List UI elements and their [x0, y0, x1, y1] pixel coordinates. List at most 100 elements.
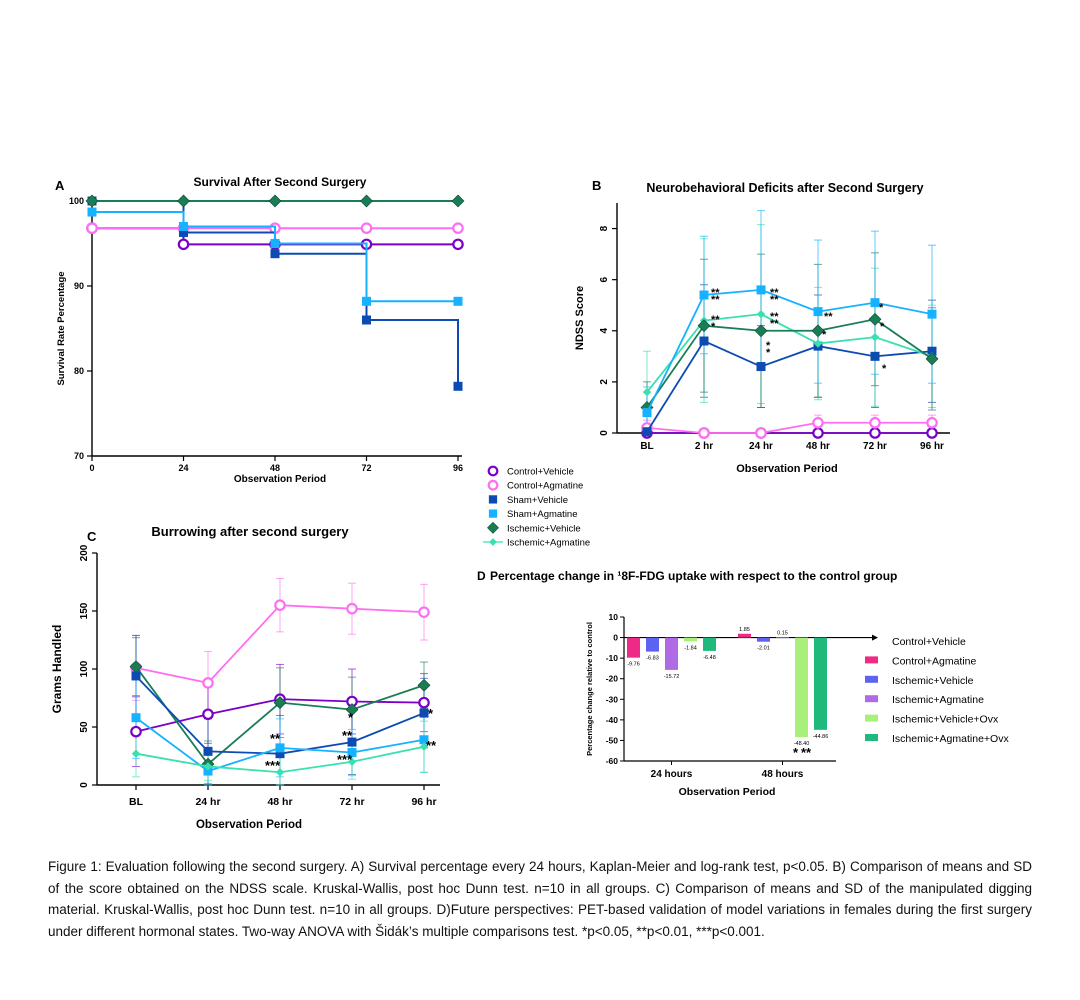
panel-a-x-tick-label: 96: [453, 463, 463, 473]
panel-c-y-tick-label: 50: [79, 721, 90, 733]
panel-c-point-sham-agmatine: [203, 766, 213, 776]
panel-d-y-tick-label: -60: [606, 756, 619, 766]
panel-b-point-ischemic-vehicle: [925, 352, 939, 366]
panel-c-point-sham-vehicle: [347, 737, 357, 747]
panel-d-legend-label-ischemic-vehicle-ovx: Ischemic+Vehicle+Ovx: [892, 714, 999, 726]
legend-marker-sham-vehicle: [488, 495, 498, 504]
panel-b-point-sham-agmatine: [642, 408, 652, 418]
panel-c-point-sham-agmatine: [131, 713, 141, 723]
legend-label-sham-vehicle: Sham+Vehicle: [507, 495, 568, 506]
panel-d-legend-label-ischemic-agmatine-ovx: Ischemic+Agmatine+Ovx: [892, 733, 1009, 745]
panel-a-y-tick-label: 100: [69, 196, 84, 206]
panel-c-point-ischemic-agmatine: [419, 742, 429, 751]
panel-b-significance-mark: *: [879, 302, 884, 314]
panel-c-point-ischemic-agmatine: [203, 762, 213, 771]
panel-a-point-ischemic-vehicle: [268, 194, 282, 208]
panel-d-y-tick-label: -50: [606, 735, 619, 745]
panel-d-y-tick-label: -10: [606, 653, 619, 663]
panel-a-point-sham-agmatine: [87, 207, 97, 217]
panel-d-legend-label-ischemic-vehicle: Ischemic+Vehicle: [892, 675, 974, 687]
panel-c-point-control-agmatine: [202, 677, 214, 689]
panel-d-bar-ischemic-agmatine: [665, 637, 678, 670]
panel-c-point-control-agmatine: [346, 602, 358, 615]
panel-d-significance-mark: *: [793, 745, 799, 760]
panel-b-significance-mark: **: [711, 287, 720, 299]
panel-d-bar-value-label: -1.84: [684, 645, 697, 651]
panel-b-point-sham-agmatine: [927, 309, 937, 319]
panel-a-title: Survival After Second Surgery: [194, 175, 367, 189]
panel-b-x-tick-label: BL: [640, 441, 653, 452]
panel-d-y-tick-label: -40: [606, 715, 619, 725]
panel-d-arrow-head: [872, 634, 878, 641]
panel-b-series-line-sham-agmatine: [646, 288, 933, 413]
panel-b-y-tick-label: 4: [599, 328, 610, 334]
panel-c-significance-mark: **: [342, 728, 353, 743]
panel-a-point-control-agmatine: [86, 222, 98, 234]
panel-d-bar-control-agmatine: [627, 637, 640, 658]
panel-a-point-control-agmatine: [360, 222, 373, 234]
panel-c-x-tick-label: BL: [129, 796, 144, 808]
panel-a-point-sham-agmatine: [362, 296, 371, 306]
panel-a-x-tick-label: 72: [361, 463, 371, 473]
panel-c-point-ischemic-vehicle: [417, 678, 431, 692]
panel-b-x-tick-label: 24 hr: [749, 441, 773, 452]
panel-c-point-control-agmatine: [274, 599, 286, 611]
panel-b-y-tick-label: 2: [599, 379, 610, 385]
panel-a-y-tick-label: 70: [74, 451, 84, 461]
panel-b-point-ischemic-agmatine: [756, 309, 766, 319]
panel-a-y-tick-label: 90: [74, 281, 84, 291]
panel-d-title: Percentage change in ¹8F-FDG uptake with…: [490, 569, 897, 583]
panel-c-point-sham-agmatine: [347, 748, 357, 758]
panel-b-significance-mark: **: [770, 294, 779, 306]
panel-b-significance-mark: **: [711, 314, 720, 326]
panel-b-significance-mark: *: [822, 329, 827, 341]
legend-marker-control-agmatine: [487, 479, 499, 491]
legend-marker-control-vehicle: [487, 465, 499, 477]
panel-d-significance-mark: **: [801, 745, 812, 760]
panel-b-point-control-agmatine: [755, 427, 767, 439]
panel-c-point-sham-agmatine: [419, 735, 429, 745]
panel-b-y-label: NDSS Score: [574, 286, 586, 350]
panel-a-point-sham-agmatine: [453, 296, 463, 306]
panel-a-y-tick-label: 80: [74, 366, 84, 376]
panel-d-bar-value-label: -15.72: [664, 674, 680, 680]
panel-b-significance-mark: **: [770, 287, 779, 299]
panel-b-series-line-control-agmatine: [646, 421, 932, 434]
panel-c-point-control-vehicle: [202, 708, 214, 721]
panel-c-x-tick-label: 48 hr: [267, 796, 292, 808]
panel-c-point-ischemic-agmatine: [347, 757, 357, 766]
panel-b-point-sham-agmatine: [870, 298, 880, 308]
panel-b-point-sham-agmatine: [699, 290, 709, 300]
panel-d-bar-value-label: -44.86: [813, 734, 829, 740]
panel-b-series-line-sham-vehicle: [646, 339, 933, 433]
panel-c-significance-mark: ***: [337, 752, 353, 767]
panel-a-point-ischemic-vehicle: [177, 194, 190, 208]
panel-b-point-sham-agmatine: [756, 285, 766, 295]
panel-c-point-sham-vehicle: [275, 749, 285, 759]
panel-b-point-sham-vehicle: [642, 427, 652, 437]
panel-d-x-label: Observation Period: [679, 786, 776, 798]
panel-d-legend-label-control-agmatine: Control+Agmatine: [892, 655, 976, 667]
panel-b-x-label: Observation Period: [736, 463, 837, 475]
panel-d-bar-ischemic-veh-cle: [757, 637, 770, 642]
panel-d-bar-control-agmatine: [738, 633, 751, 638]
panel-b-point-control-agmatine: [869, 416, 881, 429]
panel-b-y-tick-label: 6: [599, 276, 610, 282]
figure-caption: Figure 1: Evaluation following the secon…: [48, 859, 1032, 939]
panel-a-x-tick-label: 0: [89, 463, 94, 473]
panel-b-point-control-vehicle: [812, 427, 824, 439]
panel-d-legend-label-control-vehicle: Control+Vehicle: [892, 636, 966, 648]
panel-b-point-ischemic-vehicle: [868, 312, 882, 326]
panel-d-bar-value-label: -48.40: [794, 741, 810, 747]
panel-b-point-sham-vehicle: [699, 336, 709, 346]
panel-c-point-sham-agmatine: [275, 743, 285, 753]
panel-b-point-ischemic-agmatine: [870, 332, 880, 342]
panel-c-point-control-agmatine: [418, 606, 430, 618]
panel-c-point-sham-vehicle: [131, 671, 141, 681]
panel-d-bar-value-label: 0.15: [777, 630, 788, 636]
panel-b-significance-mark: **: [770, 318, 779, 330]
panel-a-letter: A: [55, 178, 65, 193]
panel-a-point-sham-vehicle: [179, 227, 188, 237]
panel-c-point-control-vehicle: [418, 696, 430, 709]
panel-b-point-ischemic-vehicle: [754, 324, 768, 338]
